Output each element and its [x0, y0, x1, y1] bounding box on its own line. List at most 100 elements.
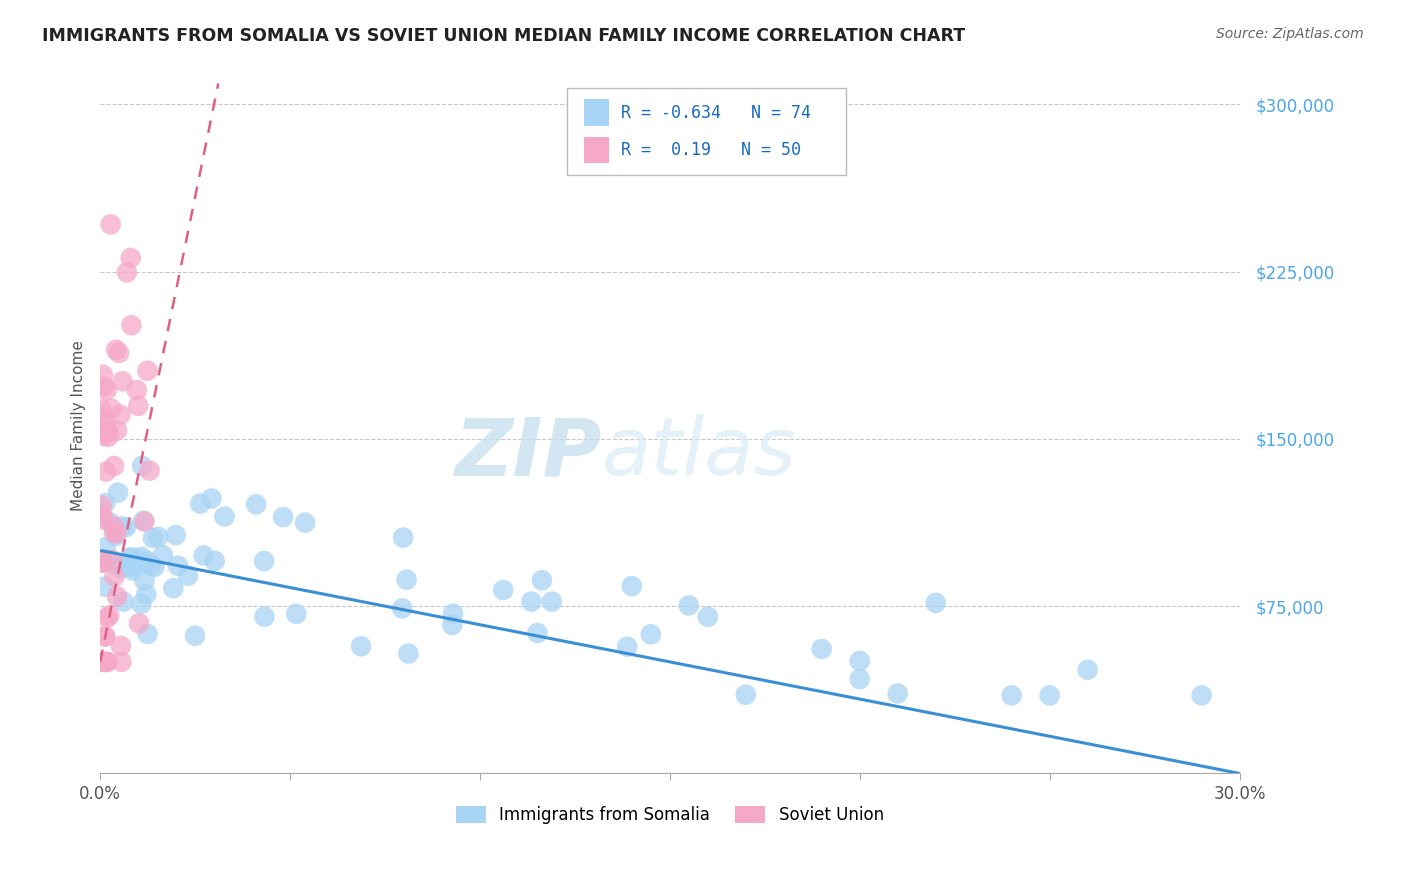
- Point: [111, 374, 134, 388]
- Point: [131, 458, 153, 473]
- Point: [925, 596, 948, 610]
- Text: R =  0.19   N = 50: R = 0.19 N = 50: [621, 141, 801, 159]
- Point: [94, 540, 117, 554]
- Point: [678, 599, 700, 613]
- Point: [93, 379, 115, 393]
- Point: [97, 430, 120, 444]
- Point: [129, 597, 152, 611]
- Point: [112, 595, 135, 609]
- Point: [848, 654, 870, 668]
- Point: [94, 496, 117, 510]
- Point: [94, 655, 117, 669]
- Point: [148, 530, 170, 544]
- Point: [245, 497, 267, 511]
- Point: [128, 554, 150, 568]
- Point: [115, 520, 138, 534]
- Point: [184, 629, 207, 643]
- Point: [396, 647, 419, 661]
- Point: [441, 618, 464, 632]
- Point: [142, 531, 165, 545]
- Point: [103, 519, 125, 533]
- Point: [91, 368, 114, 382]
- Point: [520, 594, 543, 608]
- Point: [120, 318, 142, 333]
- Point: [177, 568, 200, 582]
- Point: [90, 410, 112, 425]
- Point: [136, 364, 159, 378]
- Point: [526, 626, 548, 640]
- Point: [135, 587, 157, 601]
- Point: [125, 383, 148, 397]
- Point: [138, 464, 160, 478]
- Point: [127, 399, 149, 413]
- Point: [120, 251, 142, 265]
- Point: [94, 630, 117, 644]
- Point: [96, 655, 118, 669]
- Point: [640, 627, 662, 641]
- Point: [122, 564, 145, 578]
- Point: [96, 383, 118, 397]
- Point: [530, 574, 553, 588]
- Point: [294, 516, 316, 530]
- FancyBboxPatch shape: [585, 99, 609, 126]
- Point: [103, 458, 125, 473]
- Point: [90, 402, 112, 417]
- Text: IMMIGRANTS FROM SOMALIA VS SOVIET UNION MEDIAN FAMILY INCOME CORRELATION CHART: IMMIGRANTS FROM SOMALIA VS SOVIET UNION …: [42, 27, 966, 45]
- Point: [285, 607, 308, 621]
- Text: Source: ZipAtlas.com: Source: ZipAtlas.com: [1216, 27, 1364, 41]
- Point: [620, 579, 643, 593]
- Point: [271, 510, 294, 524]
- Point: [540, 594, 562, 608]
- Point: [90, 556, 112, 570]
- Point: [96, 424, 118, 438]
- Point: [1191, 689, 1213, 703]
- Point: [104, 529, 127, 543]
- Point: [193, 549, 215, 563]
- Point: [253, 609, 276, 624]
- Point: [143, 560, 166, 574]
- Point: [128, 616, 150, 631]
- Point: [105, 558, 128, 572]
- Point: [395, 573, 418, 587]
- Point: [103, 525, 125, 540]
- Point: [134, 574, 156, 588]
- Point: [162, 581, 184, 595]
- Point: [810, 642, 832, 657]
- Point: [886, 686, 908, 700]
- Point: [96, 610, 118, 624]
- Point: [91, 508, 114, 523]
- Point: [110, 655, 132, 669]
- Point: [105, 590, 128, 604]
- Point: [165, 528, 187, 542]
- Point: [1039, 689, 1062, 703]
- Point: [91, 655, 114, 669]
- Point: [391, 601, 413, 615]
- Point: [188, 497, 211, 511]
- Point: [115, 265, 138, 279]
- Point: [120, 560, 142, 574]
- Point: [848, 672, 870, 686]
- Point: [1001, 689, 1024, 703]
- Point: [136, 554, 159, 568]
- Point: [105, 424, 128, 438]
- Text: R = -0.634   N = 74: R = -0.634 N = 74: [621, 103, 811, 121]
- Point: [100, 401, 122, 416]
- Point: [98, 516, 121, 530]
- Point: [100, 218, 122, 232]
- Legend: Immigrants from Somalia, Soviet Union: Immigrants from Somalia, Soviet Union: [456, 806, 883, 824]
- Text: ZIP: ZIP: [454, 414, 602, 492]
- Point: [97, 425, 120, 439]
- Point: [90, 499, 112, 513]
- Point: [94, 630, 117, 644]
- FancyBboxPatch shape: [585, 137, 609, 163]
- Point: [110, 639, 132, 653]
- Point: [492, 582, 515, 597]
- Point: [93, 555, 115, 569]
- Point: [139, 558, 162, 573]
- Point: [93, 429, 115, 443]
- Point: [105, 526, 128, 541]
- Point: [110, 408, 132, 422]
- Point: [94, 414, 117, 428]
- Point: [118, 550, 141, 565]
- Point: [136, 627, 159, 641]
